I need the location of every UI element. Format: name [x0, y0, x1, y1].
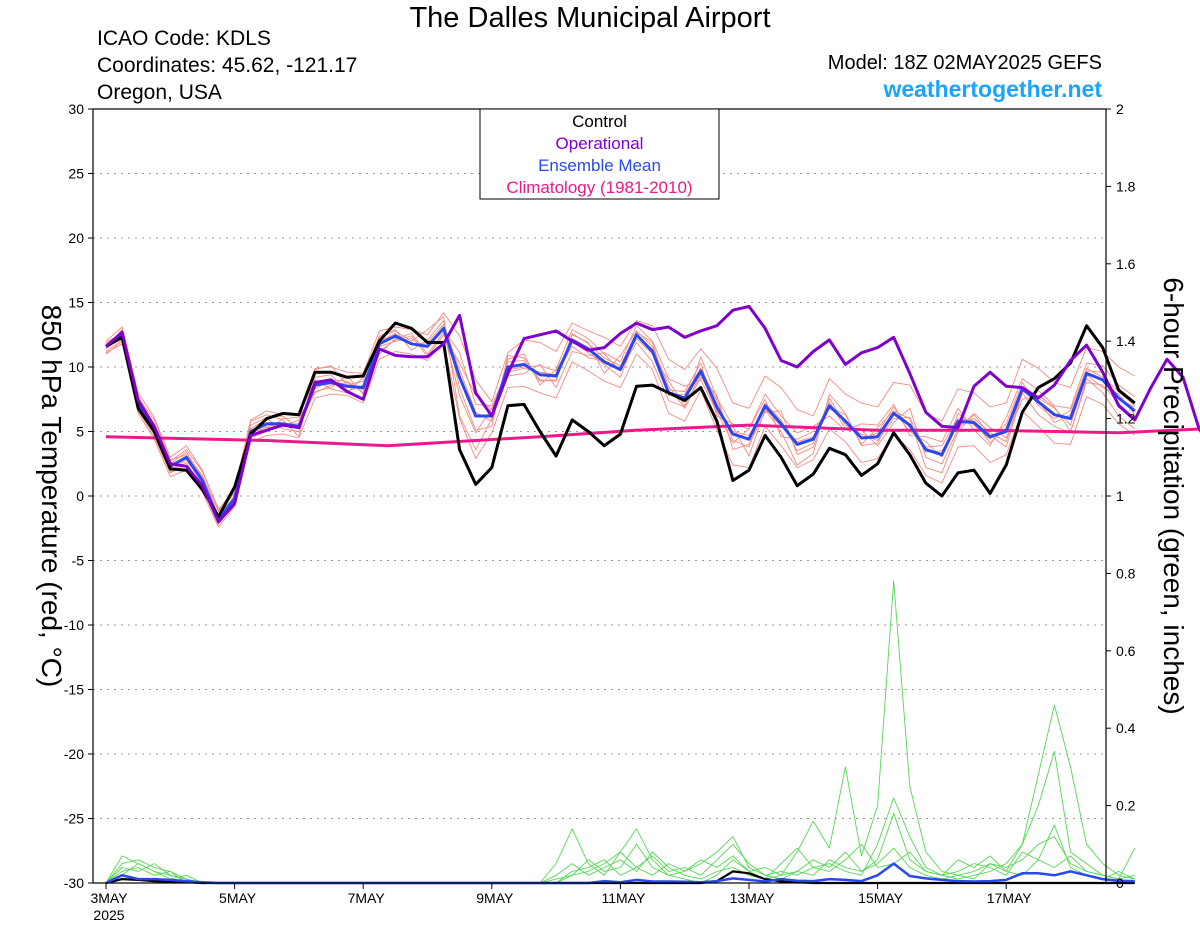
grid [93, 173, 1106, 819]
precip-member-line [105, 824, 1135, 884]
x-tick-label: 15MAY [858, 890, 904, 906]
ensemble-mean-line [105, 326, 1136, 521]
control-line [105, 321, 1136, 519]
y-tick-label: 0 [76, 488, 84, 504]
y-tick-label: -25 [64, 811, 84, 827]
precip-member-lines [105, 580, 1136, 884]
legend-entry: Operational [556, 134, 644, 153]
temperature-member-line [105, 312, 1136, 511]
y2-tick-label: 1.4 [1116, 333, 1136, 349]
operational-line [105, 304, 1200, 524]
coordinates: Coordinates: 45.62, -121.17 [97, 54, 358, 77]
legend-entry: Ensemble Mean [538, 156, 661, 175]
y-tick-label: 25 [68, 166, 84, 182]
temperature-main-lines [105, 304, 1200, 524]
x-tick-label: 13MAY [730, 890, 776, 906]
y-tick-label: -10 [64, 617, 84, 633]
x-tick-label: 7MAY [348, 890, 386, 906]
y2-tick-label: 0.8 [1116, 565, 1136, 581]
y-axis-label-right: 6-hour Precipitation (green, inches) [1158, 277, 1189, 714]
y2-tick-label: 1.2 [1116, 411, 1136, 427]
axes: 302520151050-5-10-15-20-25-3021.81.61.41… [64, 101, 1136, 923]
chart-title: The Dalles Municipal Airport [409, 2, 771, 34]
x-tick-label: 11MAY [601, 890, 645, 906]
y-tick-label: 15 [68, 295, 84, 311]
model-run: Model: 18Z 02MAY2025 GEFS [827, 52, 1102, 74]
legend-entry: Control [572, 112, 627, 131]
y-tick-label: 10 [68, 359, 84, 375]
y-tick-label: 20 [68, 230, 84, 246]
x-tick-label: 9MAY [476, 890, 514, 906]
legend-box [479, 108, 720, 200]
precip-member-line [105, 797, 1135, 884]
precip-member-line [105, 704, 1135, 884]
y-axis-label-left: 850 hPa Temperature (red, °C) [36, 305, 67, 688]
legend-entry: Climatology (1981-2010) [506, 178, 692, 197]
y-tick-label: -30 [64, 875, 84, 891]
y2-tick-label: 1 [1116, 488, 1124, 504]
y2-tick-label: 0.2 [1116, 798, 1136, 814]
x-tick-label: 3MAY [90, 890, 128, 906]
y-tick-label: -15 [64, 682, 84, 698]
x-tick-label: 17MAY [987, 890, 1033, 906]
y2-tick-label: 1.8 [1116, 178, 1136, 194]
icao-code: ICAO Code: KDLS [97, 27, 271, 50]
y-tick-label: 5 [76, 424, 84, 440]
y2-tick-label: 0.4 [1116, 720, 1136, 736]
temperature-member-line [105, 320, 1136, 516]
climatology-line [105, 423, 1200, 448]
temperature-member-lines [105, 312, 1136, 528]
y2-tick-label: 1.6 [1116, 256, 1136, 272]
y-tick-label: -20 [64, 746, 84, 762]
region: Oregon, USA [97, 81, 222, 104]
y2-tick-label: 2 [1116, 101, 1124, 117]
climatology-line-group [105, 423, 1200, 448]
y2-tick-label: 0 [1116, 875, 1124, 891]
y2-tick-label: 0.6 [1116, 643, 1136, 659]
y-tick-label: 30 [68, 101, 84, 117]
x-year-label: 2025 [93, 907, 124, 923]
precip-member-line [105, 580, 1135, 884]
x-tick-label: 5MAY [219, 890, 257, 906]
legend: Control Operational Ensemble Mean Climatolo… [479, 108, 720, 200]
y-tick-label: -5 [72, 553, 85, 569]
site-link[interactable]: weathertogether.net [883, 76, 1102, 102]
temperature-member-line [105, 340, 1136, 528]
